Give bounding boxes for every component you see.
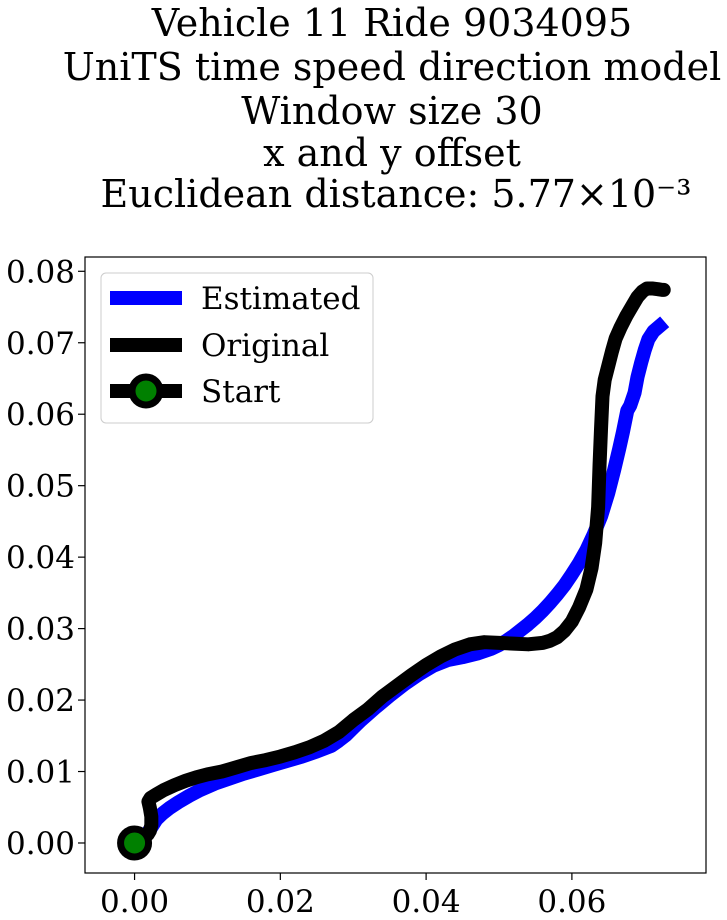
x-tick-label: 0.04 xyxy=(392,884,461,920)
y-tick-label: 0.03 xyxy=(6,612,75,648)
x-tick-label: 0.02 xyxy=(246,884,315,920)
legend-label-estimated: Estimated xyxy=(201,281,360,317)
y-tick-label: 0.00 xyxy=(6,826,75,862)
y-tick-label: 0.05 xyxy=(6,469,75,505)
legend: Estimated Original Start xyxy=(100,272,374,424)
legend-label-start: Start xyxy=(201,374,281,410)
x-tick-label: 0.00 xyxy=(100,884,169,920)
legend-swatch-start-marker xyxy=(128,373,164,409)
y-tick-label: 0.04 xyxy=(6,540,75,576)
y-tick-label: 0.02 xyxy=(6,683,75,719)
data-layer xyxy=(117,281,671,861)
y-tick-label: 0.07 xyxy=(6,326,75,362)
title-line-3: Window size 30 xyxy=(241,89,542,133)
x-axis: 0.00 0.02 0.04 0.06 xyxy=(100,873,606,920)
y-tick-label: 0.08 xyxy=(6,254,75,290)
start-marker xyxy=(117,825,153,861)
chart-title: Vehicle 11 Ride 9034095 UniTS time speed… xyxy=(63,1,722,216)
legend-label-original: Original xyxy=(201,328,329,364)
title-line-4: x and y offset xyxy=(263,131,521,175)
y-axis: 0.00 0.01 0.02 0.03 0.04 0.05 0.06 0.07 0.08 xyxy=(6,254,85,862)
title-line-1: Vehicle 11 Ride 9034095 xyxy=(151,1,632,45)
y-tick-label: 0.06 xyxy=(6,397,75,433)
title-line-5: Euclidean distance: 5.77×10⁻³ xyxy=(101,172,692,216)
series-line-original xyxy=(127,281,671,850)
x-tick-label: 0.06 xyxy=(537,884,606,920)
series-line-estimated xyxy=(125,316,670,853)
title-line-2: UniTS time speed direction model xyxy=(63,45,722,89)
y-tick-label: 0.01 xyxy=(6,755,75,791)
